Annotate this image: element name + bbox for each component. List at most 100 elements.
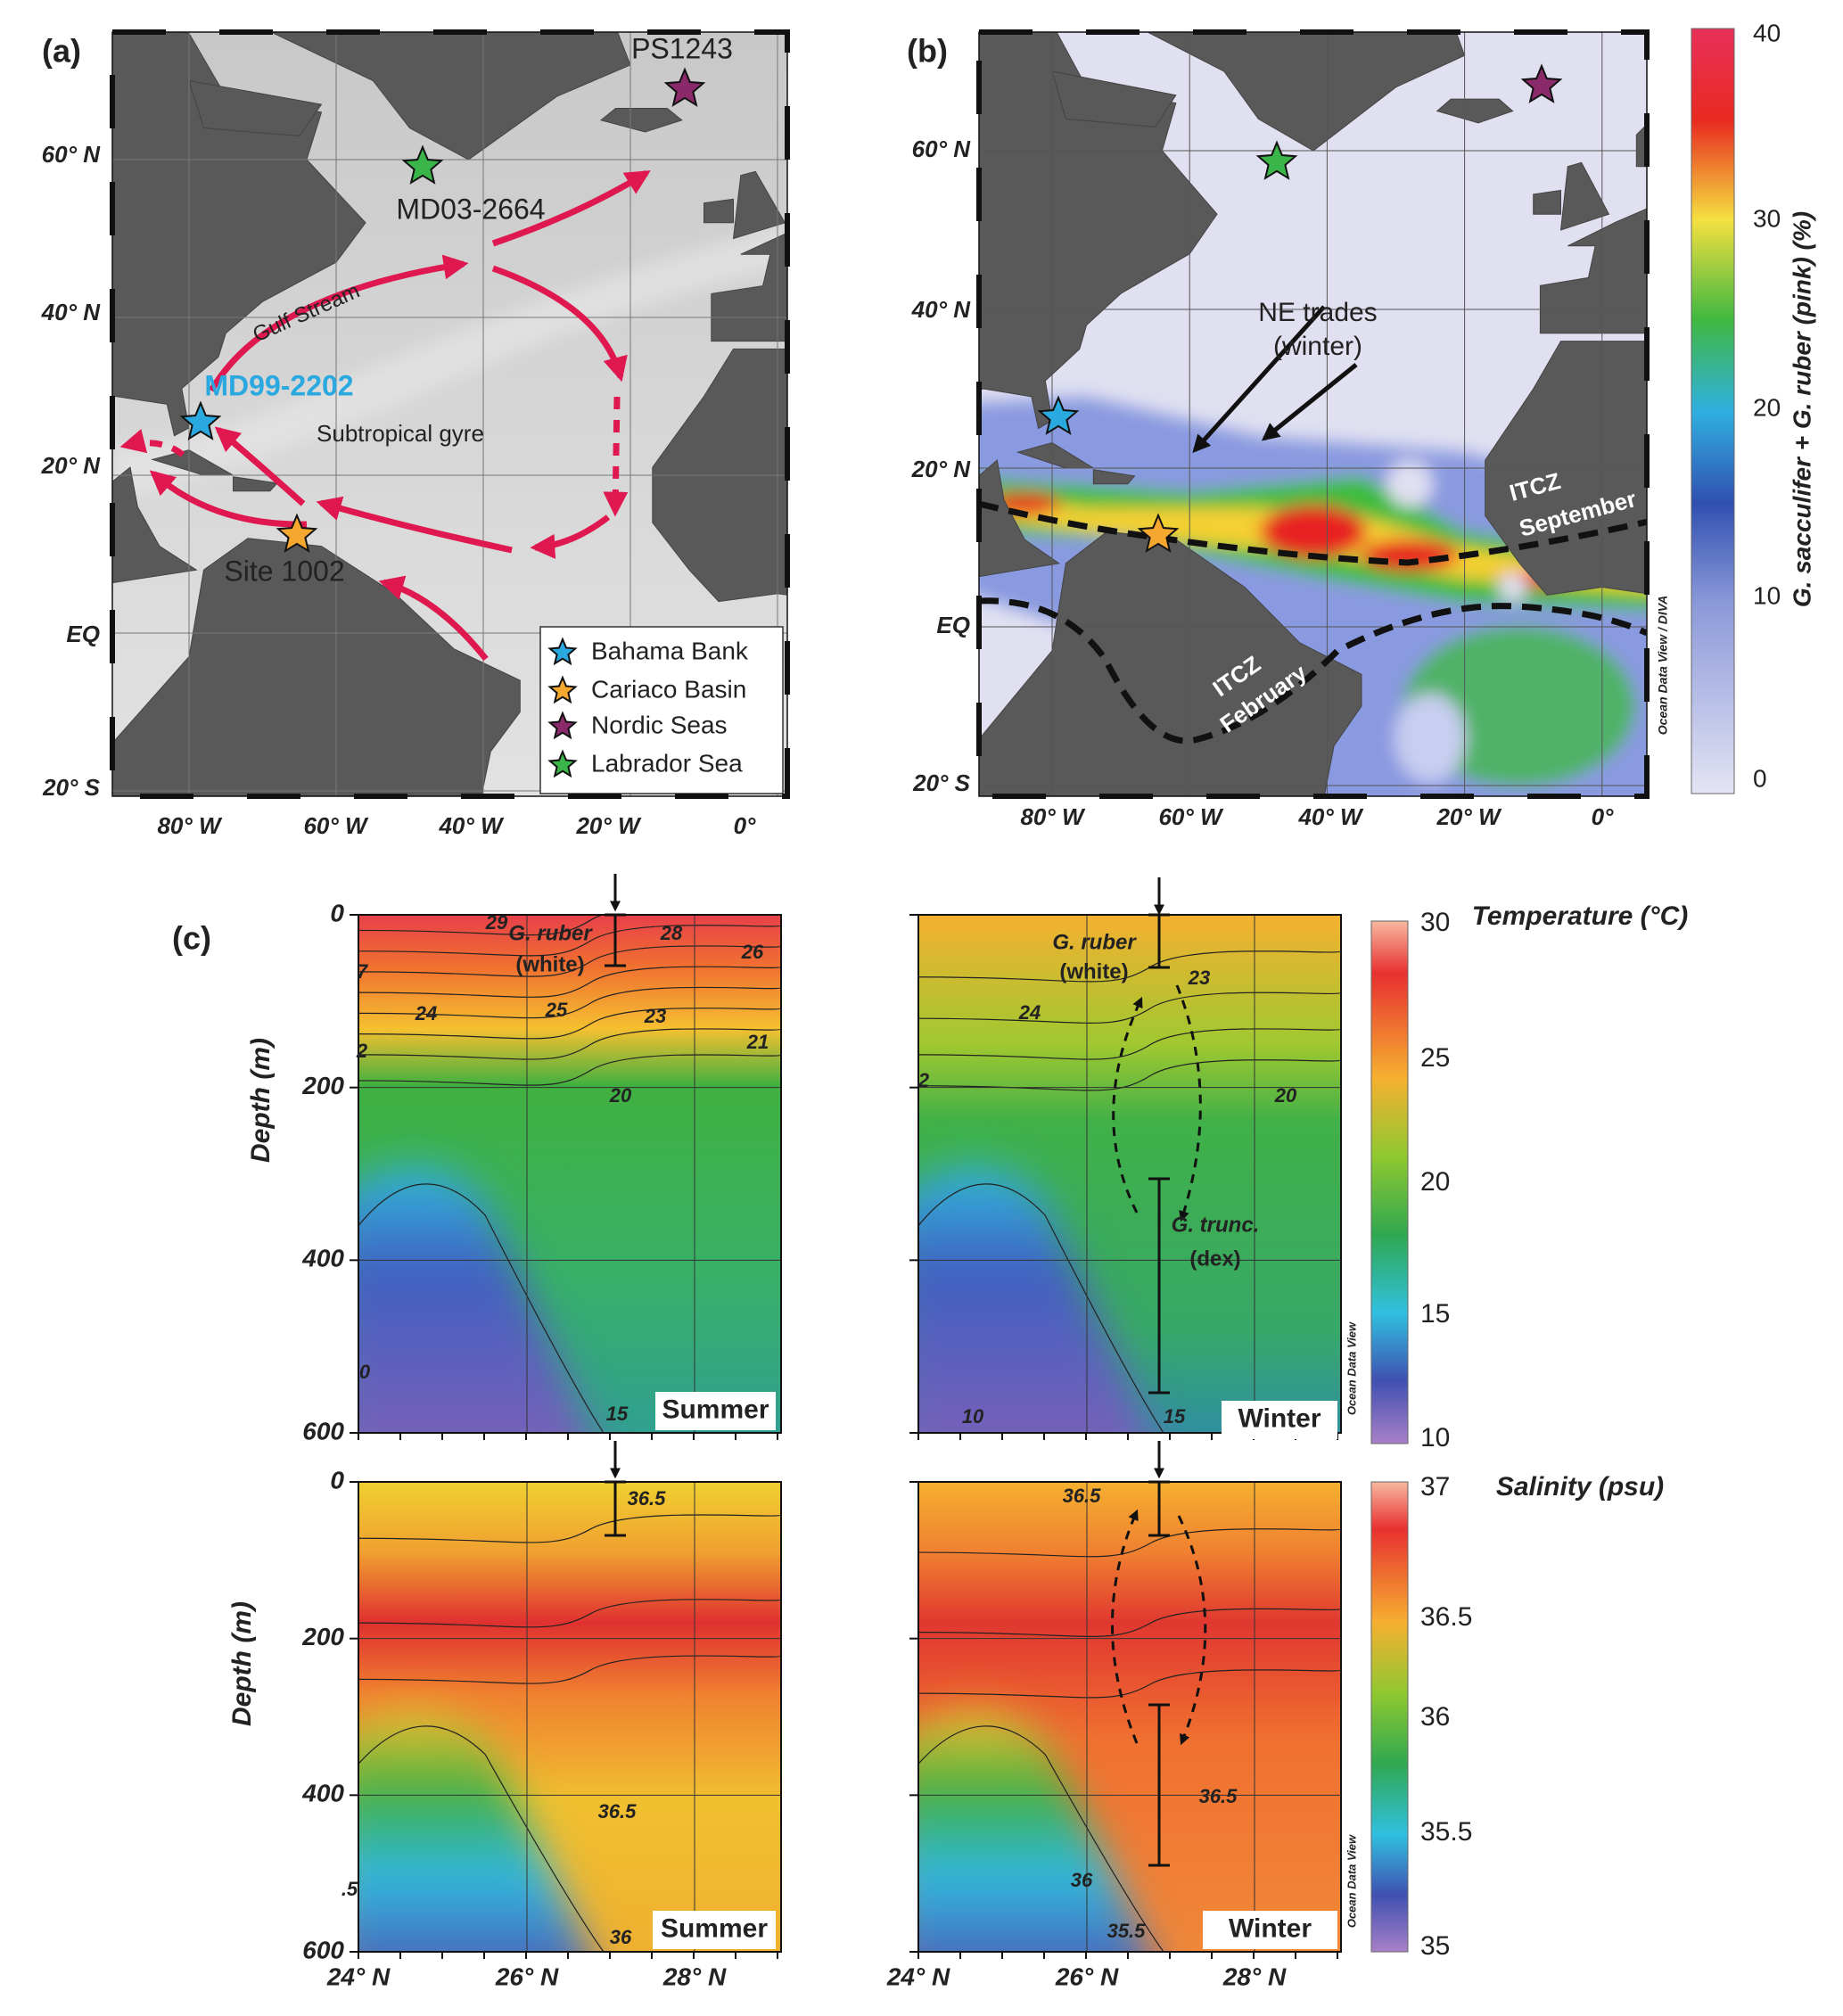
contour-line [918, 1608, 1341, 1637]
land [188, 79, 323, 137]
migration-arrow [1111, 1509, 1139, 1744]
land [233, 476, 279, 492]
site-label: MD03-2664 [396, 193, 545, 225]
credit: Ocean Data View / DIVA [1656, 596, 1670, 735]
land [703, 198, 734, 224]
site-star [1255, 140, 1298, 180]
colorbar-tick-label: 10 [1420, 1423, 1450, 1452]
season-label: Summer [662, 1395, 769, 1424]
current-arrow [530, 514, 611, 559]
abundance-low [1386, 460, 1433, 507]
contour-line [918, 1059, 1341, 1091]
colorbar-tick-label: 30 [1420, 908, 1450, 937]
contour-label: 23 [644, 1005, 666, 1027]
contour-line [358, 1007, 781, 1040]
contour-label: 24 [415, 1002, 437, 1024]
contour-line [918, 992, 1341, 1024]
contour-line [358, 966, 781, 998]
lat-label: 26° N [1055, 1963, 1119, 1990]
lat-label: 40° N [41, 299, 102, 325]
contour-label: 2 [356, 1040, 368, 1062]
site-star [1520, 63, 1563, 103]
contour-label: 36.5 [1199, 1785, 1238, 1807]
lon-label: 60° W [1158, 803, 1224, 830]
species-label: (white) [1059, 959, 1128, 983]
abundance-low [1395, 693, 1467, 783]
colorbar [1370, 920, 1409, 1444]
lat-label: 40° N [911, 296, 972, 323]
credit: Ocean Data View [1345, 1321, 1358, 1415]
depth-label: 200 [301, 1623, 344, 1650]
contour-line [358, 1725, 605, 1952]
contour-label: 23 [1188, 967, 1210, 989]
contour-line [358, 925, 781, 957]
land [1146, 32, 1466, 152]
colorbar-title: Temperature (°C) [1472, 901, 1689, 931]
itcz-line [979, 597, 1647, 745]
lon-label: 0° [1592, 803, 1614, 830]
site-star [276, 513, 318, 553]
abundance-field [979, 396, 1647, 796]
land [814, 81, 925, 176]
legend-box [539, 626, 784, 794]
section-frame [917, 914, 1342, 1434]
section-plot [358, 915, 781, 1433]
depth-label: 600 [302, 1936, 344, 1963]
site-star [547, 675, 578, 704]
abundance-high [1259, 505, 1367, 559]
lon-label: 60° W [303, 812, 369, 839]
contour-label: 25 [545, 999, 568, 1021]
colorbar-tick-label: 25 [1420, 1043, 1450, 1073]
site-star [179, 400, 222, 440]
section-plot [918, 1482, 1341, 1952]
depth-label: 0 [330, 899, 344, 926]
contour-label: 2 [917, 1069, 930, 1091]
species-label: G. trunc. [1172, 1213, 1260, 1237]
section-plot [358, 1482, 781, 1952]
current-arrow [119, 428, 185, 457]
current-arrow [316, 496, 513, 554]
land [1539, 208, 1647, 334]
colorbar-tick-label: 40 [1753, 19, 1781, 46]
section-field [358, 1165, 589, 1433]
colorbar-tick-label: 35.5 [1420, 1817, 1472, 1847]
contour-line [358, 1514, 781, 1543]
colorbar-tick-label: 10 [1753, 581, 1781, 609]
contour-line [918, 1528, 1341, 1558]
contour-line [358, 1183, 605, 1433]
lat-label: 60° N [912, 136, 972, 162]
site-label: PS1243 [631, 32, 733, 64]
contour-label: 15 [1164, 1405, 1186, 1428]
land [732, 170, 786, 240]
section-field [918, 1709, 1148, 1952]
depth-label: 400 [301, 1780, 344, 1807]
migration-arrow [1177, 1515, 1207, 1746]
contour-label: 28 [660, 922, 683, 944]
abundance-low [1498, 572, 1527, 602]
contour-label: 20 [609, 1084, 632, 1107]
site-star [401, 144, 444, 185]
shelf [112, 223, 787, 499]
lon-label: 80° W [1020, 803, 1086, 830]
contour-label: 15 [606, 1403, 629, 1425]
lat-label: 20° N [911, 456, 972, 482]
contour-label: 36 [610, 1926, 632, 1948]
contour-label: 36 [1071, 1869, 1093, 1891]
map-border [111, 31, 788, 797]
lat-label: EQ [936, 612, 970, 638]
site-label: Site 1002 [224, 555, 344, 587]
contour-line [358, 915, 605, 936]
site-label: MD99-2202 [204, 369, 353, 401]
contour-line [358, 1028, 781, 1060]
lat-label: 20° S [42, 774, 101, 801]
current-arrow [149, 470, 308, 528]
section-field [918, 1165, 1149, 1433]
depth-label: 200 [301, 1072, 344, 1099]
contour-label: 26 [741, 941, 764, 963]
lat-label: 20° S [912, 769, 971, 796]
map-border [978, 31, 1648, 797]
land [1533, 189, 1561, 215]
colorbar-title: Salinity (psu) [1496, 1472, 1664, 1502]
lat-label: 26° N [495, 1963, 559, 1990]
